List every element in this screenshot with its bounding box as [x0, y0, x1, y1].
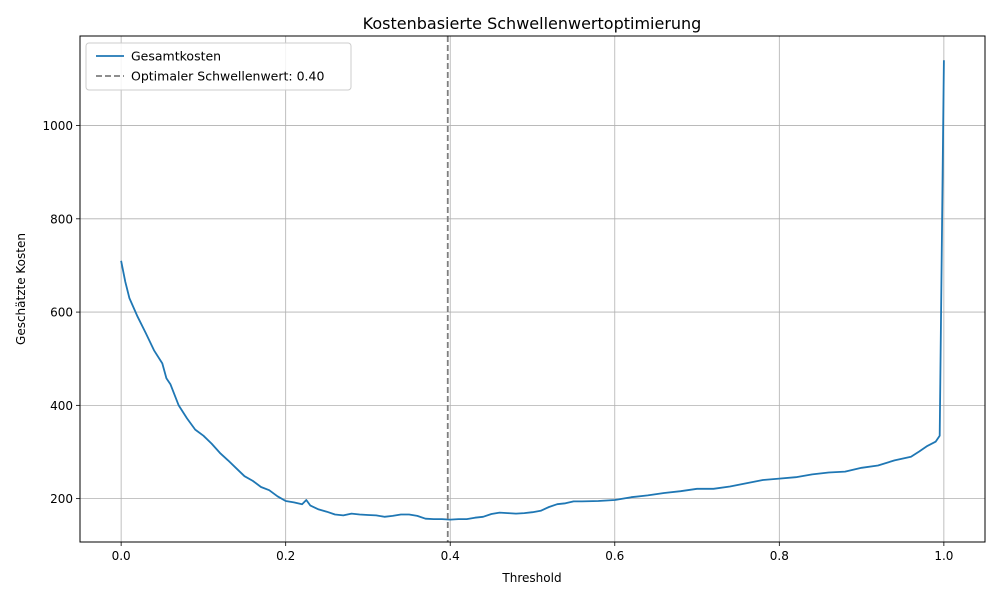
plot-series [120, 36, 945, 542]
y-tick-label: 1000 [42, 119, 73, 133]
chart-title: Kostenbasierte Schwellenwertoptimierung [363, 14, 702, 33]
x-tick-label: 1.0 [934, 549, 953, 563]
legend: Gesamtkosten Optimaler Schwellenwert: 0.… [85, 42, 352, 91]
y-axis-title: Geschätzte Kosten [14, 233, 28, 345]
axis-ticks: 0.0 0.2 0.4 0.6 0.8 1.0 200 400 600 800 1000 [42, 119, 953, 563]
grid [80, 36, 985, 542]
x-tick-label: 0.4 [441, 549, 460, 563]
y-tick-label: 600 [50, 306, 73, 320]
legend-label-optimal-threshold: Optimaler Schwellenwert: 0.40 [131, 69, 324, 84]
y-tick-label: 200 [50, 492, 73, 506]
y-tick-label: 400 [50, 399, 73, 413]
legend-label-gesamtkosten: Gesamtkosten [131, 49, 221, 64]
x-axis-title: Threshold [501, 571, 561, 585]
x-tick-label: 0.8 [770, 549, 789, 563]
legend-frame [85, 42, 352, 91]
series-line-0 [120, 60, 945, 521]
x-tick-label: 0.6 [605, 549, 624, 563]
y-tick-label: 800 [50, 212, 73, 226]
x-tick-label: 0.0 [112, 549, 131, 563]
plot-frame [79, 35, 986, 543]
x-tick-label: 0.2 [276, 549, 295, 563]
